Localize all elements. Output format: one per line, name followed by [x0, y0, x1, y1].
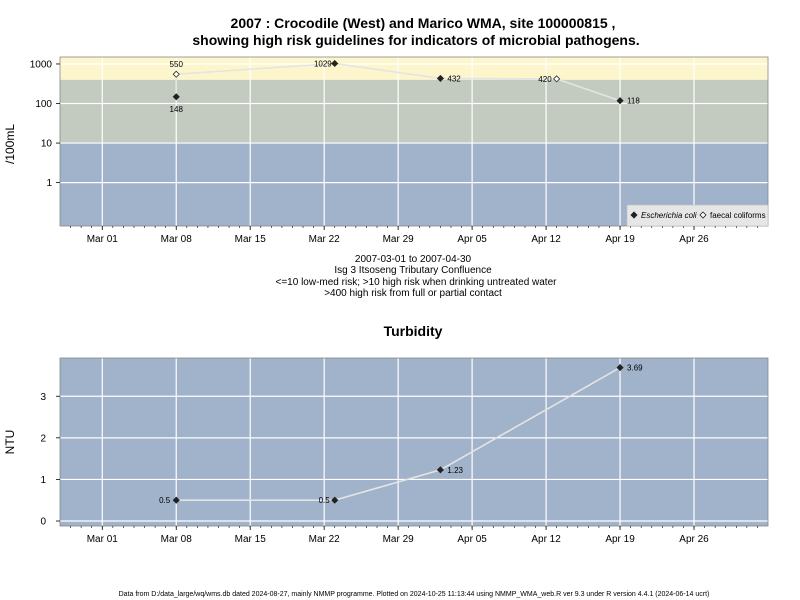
chart1-x-tick-label: Mar 22 — [309, 234, 341, 245]
chart1-title-line2: showing high risk guidelines for indicat… — [192, 32, 639, 48]
chart1-point-faecal — [172, 70, 180, 78]
chart1-x-tick-label: Mar 01 — [87, 234, 119, 245]
chart1-risk-band — [60, 79, 768, 144]
legend-box — [626, 204, 769, 227]
legend-ecoli-label: Escherichia coli — [641, 211, 697, 220]
chart1-title-line1: 2007 : Crocodile (West) and Marico WMA, … — [231, 15, 616, 31]
chart1-point-ecoli — [172, 93, 180, 101]
chart2-data-label: 0.5 — [319, 496, 331, 505]
subtitle-site: Isg 3 Itsoseng Tributary Confluence — [334, 265, 492, 276]
chart1-data-label: 420 — [538, 75, 552, 84]
chart2-x-tick-label: Apr 26 — [679, 534, 709, 545]
chart2-panel: 0 1 2 3 Mar 01 Mar 08 Mar 15 Mar 22 Mar 29 Apr 05… — [40, 357, 769, 545]
chart2-background — [60, 358, 768, 526]
chart2-x-tick-label: Apr 19 — [605, 534, 635, 545]
chart2-x-tick-label: Mar 29 — [383, 534, 415, 545]
chart1-x-tick-label: Apr 19 — [605, 234, 635, 245]
legend-ecoli-marker — [630, 211, 638, 219]
chart1-x-tick-label: Apr 26 — [679, 234, 709, 245]
chart2-x-tick-label: Mar 08 — [161, 534, 193, 545]
chart1-x-tick-label: Mar 15 — [235, 234, 267, 245]
chart1-x-tick-label: Apr 12 — [531, 234, 561, 245]
chart2-x-tick-label: Mar 01 — [87, 534, 119, 545]
chart2-x-tick-label: Mar 15 — [235, 534, 267, 545]
chart1-legend: Escherichia coli faecal coliforms — [626, 204, 769, 227]
chart1-x-tick-label: Mar 08 — [161, 234, 193, 245]
chart1-data-label: 432 — [447, 74, 461, 83]
chart1-series-line — [175, 62, 621, 102]
chart2-x-tick-label: Apr 12 — [531, 534, 561, 545]
chart1-frame — [59, 56, 769, 227]
chart2-title: Turbidity — [384, 323, 443, 339]
chart1-panel: 1 10 100 1000 Mar 01 Mar 08 Mar 15 Mar 22 Mar 29… — [30, 56, 769, 245]
chart1-ylabel: /100mL — [3, 124, 17, 164]
subtitle-date-range: 2007-03-01 to 2007-04-30 — [355, 254, 472, 265]
chart2-data-label: 0.5 — [159, 496, 171, 505]
chart2-ylabel: NTU — [3, 430, 17, 455]
chart1-y-tick-label: 1 — [46, 178, 52, 189]
chart1-x-tick-label: Apr 05 — [457, 234, 487, 245]
chart2-x-tick-label: Apr 05 — [457, 534, 487, 545]
chart1-point-faecal — [553, 75, 561, 83]
chart2-point — [331, 496, 339, 504]
footer-note: Data from D:/data_large/wq/wms.db dated … — [119, 591, 710, 598]
chart1-data-label: 1029 — [314, 59, 332, 68]
chart2-y-tick-label: 3 — [40, 392, 46, 403]
chart2-series-line — [176, 366, 621, 502]
chart1-risk-band — [60, 57, 768, 80]
chart1-y-tick-label: 100 — [35, 99, 52, 110]
chart2-y-tick-label: 0 — [40, 517, 46, 528]
chart2-frame — [59, 357, 769, 527]
subtitle-guideline-2: >400 high risk from full or partial cont… — [324, 288, 502, 299]
chart1-data-label: 118 — [627, 97, 640, 106]
chart1-point-ecoli — [331, 59, 339, 68]
chart2-point — [436, 466, 444, 474]
chart2-y-tick-label: 1 — [40, 475, 46, 486]
chart2-point — [616, 363, 624, 372]
chart1-y-tick-label: 10 — [41, 139, 53, 150]
chart1-point-ecoli — [436, 74, 444, 82]
legend-faecal-marker — [699, 211, 707, 219]
chart2-y-tick-label: 2 — [40, 433, 46, 444]
chart1-data-label: 148 — [170, 105, 184, 114]
legend-faecal-label: faecal coliforms — [710, 211, 766, 220]
chart1-y-tick-label: 1000 — [30, 59, 53, 70]
chart2-data-label: 3.69 — [627, 364, 643, 373]
chart2-data-label: 1.23 — [447, 466, 463, 475]
chart2-x-tick-label: Mar 22 — [309, 534, 341, 545]
chart1-data-label: 550 — [170, 60, 184, 69]
chart1-x-tick-label: Mar 29 — [383, 234, 415, 245]
chart1-point-ecoli — [616, 97, 624, 105]
subtitle-guideline-1: <=10 low-med risk; >10 high risk when dr… — [276, 277, 558, 288]
chart2-point — [172, 496, 180, 504]
